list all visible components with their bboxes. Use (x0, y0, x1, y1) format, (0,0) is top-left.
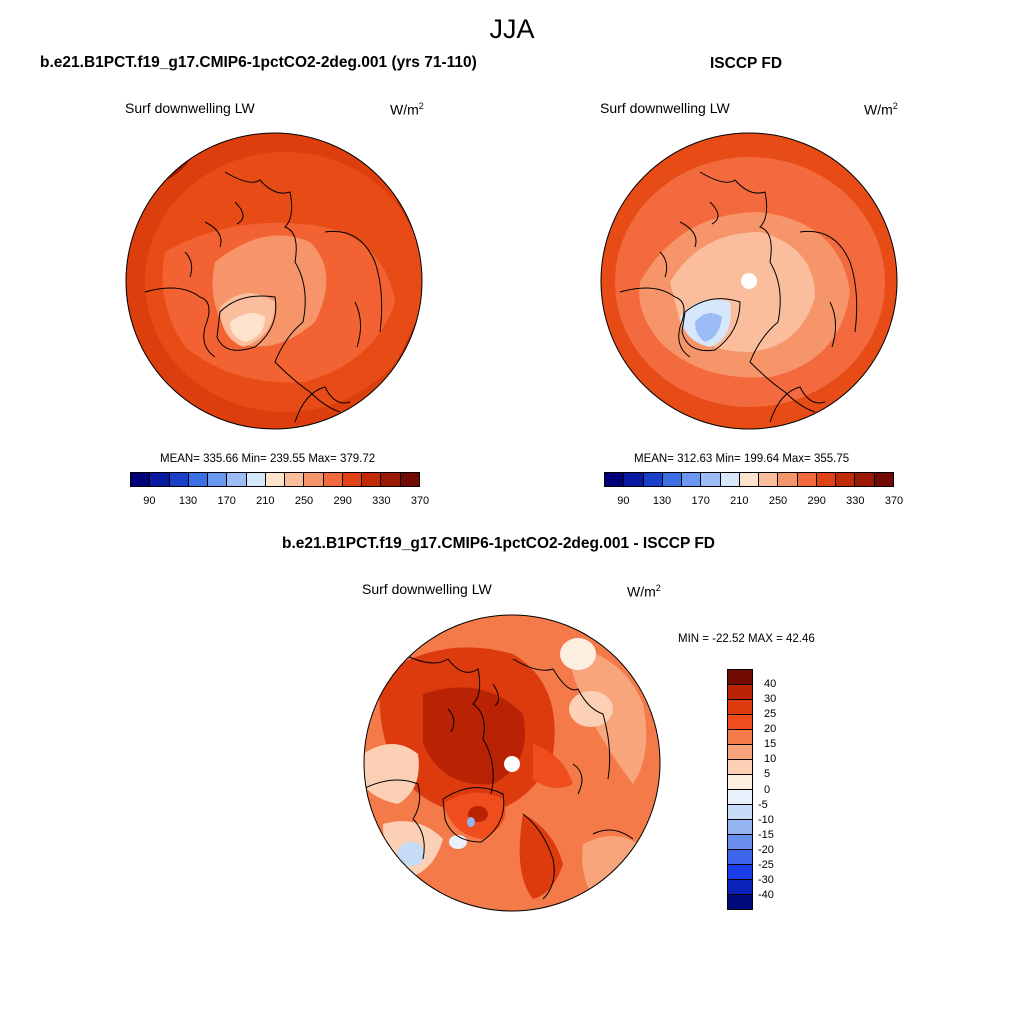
colorbar-tick-label: 20 (764, 723, 777, 736)
colorbar-box (131, 473, 151, 486)
colorbar-box (728, 670, 752, 685)
colorbar-box (400, 473, 419, 486)
colorbar-box (381, 473, 401, 486)
colorbar-box (362, 473, 382, 486)
obs-colorbar (604, 472, 894, 487)
colorbar-tick-label: 0 (764, 783, 771, 796)
colorbar-tick-label: -25 (758, 858, 774, 871)
colorbar-tick-label: 370 (410, 495, 430, 507)
colorbar-tick-label: 130 (652, 495, 672, 507)
model-variable-label: Surf downwelling LW (125, 100, 255, 116)
obs-units-label: W/m2 (864, 101, 898, 118)
season-title: JJA (489, 14, 535, 44)
diff-colorbar (727, 669, 753, 910)
colorbar-box (728, 715, 752, 730)
colorbar-box (874, 473, 893, 486)
colorbar-box (285, 473, 305, 486)
colorbar-box (304, 473, 324, 486)
obs-variable-label: Surf downwelling LW (600, 100, 730, 116)
colorbar-box (728, 805, 752, 820)
colorbar-tick-label: 250 (768, 495, 788, 507)
colorbar-tick-label: 370 (884, 495, 904, 507)
model-units-label: W/m2 (390, 101, 424, 118)
colorbar-box (836, 473, 856, 486)
colorbar-tick-label: 330 (372, 495, 391, 507)
colorbar-tick-label: 40 (764, 678, 777, 691)
colorbar-box (227, 473, 247, 486)
colorbar-tick-label: 250 (294, 495, 314, 507)
colorbar-box (728, 895, 752, 909)
colorbar-tick-label: -15 (758, 828, 774, 841)
colorbar-tick-label: 210 (730, 495, 749, 507)
colorbar-tick-label: 10 (764, 753, 777, 766)
diff-colorbar-ticks: 40 30 25 20 15 10 5 0 -5 -10 -15 -20 -25 -30 -40 (758, 669, 800, 910)
colorbar-box (728, 820, 752, 835)
colorbar-tick-label: 290 (333, 495, 352, 507)
colorbar-tick-label: 30 (764, 693, 777, 706)
colorbar-tick-label: -40 (758, 888, 774, 901)
diff-panel-title: b.e21.B1PCT.f19_g17.CMIP6-1pctCO2-2deg.0… (282, 535, 715, 552)
model-colorbar-ticks: 90 130 170 210 250 290 330 370 (130, 495, 429, 509)
colorbar-tick-label: 330 (846, 495, 865, 507)
colorbar-box (855, 473, 875, 486)
colorbar-box (662, 473, 683, 486)
colorbar-tick-label: 170 (217, 495, 236, 507)
colorbar-box (797, 473, 817, 486)
diff-polar-map (363, 614, 661, 912)
colorbar-tick-label: 25 (764, 708, 777, 721)
diff-stats: MIN = -22.52 MAX = 42.46 (678, 633, 815, 645)
colorbar-box (701, 473, 721, 486)
colorbar-tick-label: 170 (691, 495, 710, 507)
model-stats: MEAN= 335.66 Min= 239.55 Max= 379.72 (160, 453, 376, 465)
colorbar-tick-label: 210 (256, 495, 275, 507)
colorbar-tick-label: 5 (764, 768, 771, 781)
colorbar-tick-label: 290 (807, 495, 826, 507)
colorbar-box (720, 473, 740, 486)
colorbar-box (728, 685, 752, 700)
colorbar-box (728, 730, 752, 745)
model-colorbar (130, 472, 420, 487)
obs-panel-title: ISCCP FD (710, 55, 783, 72)
colorbar-tick-label: 90 (143, 495, 156, 507)
colorbar-box (169, 473, 189, 486)
colorbar-tick-label: 90 (617, 495, 630, 507)
colorbar-box (728, 700, 752, 715)
colorbar-tick-label: 15 (764, 738, 777, 751)
colorbar-box (208, 473, 228, 486)
colorbar-box (778, 473, 798, 486)
colorbar-tick-label: 130 (178, 495, 198, 507)
colorbar-box (728, 850, 752, 865)
diff-variable-label: Surf downwelling LW (362, 581, 492, 597)
colorbar-box (150, 473, 170, 486)
colorbar-box (728, 835, 752, 850)
obs-stats: MEAN= 312.63 Min= 199.64 Max= 355.75 (634, 453, 850, 465)
colorbar-box (816, 473, 837, 486)
obs-colorbar-ticks: 90 130 170 210 250 290 330 370 (604, 495, 903, 509)
colorbar-tick-label: -30 (758, 873, 774, 886)
colorbar-box (728, 790, 752, 805)
colorbar-box (739, 473, 760, 486)
colorbar-tick-label: -5 (758, 798, 768, 811)
colorbar-box (605, 473, 625, 486)
colorbar-box (728, 880, 752, 895)
colorbar-box (342, 473, 363, 486)
colorbar-box (682, 473, 702, 486)
colorbar-box (643, 473, 663, 486)
colorbar-box (759, 473, 779, 486)
colorbar-box (323, 473, 343, 486)
colorbar-box (728, 865, 752, 880)
colorbar-tick-label: -10 (758, 813, 774, 826)
colorbar-tick-label: -20 (758, 843, 774, 856)
colorbar-box (728, 760, 752, 775)
obs-polar-map (600, 132, 898, 430)
model-panel-title: b.e21.B1PCT.f19_g17.CMIP6-1pctCO2-2deg.0… (40, 54, 477, 71)
colorbar-box (265, 473, 286, 486)
colorbar-box (728, 745, 752, 760)
diff-units-label: W/m2 (627, 583, 661, 600)
model-polar-map (125, 132, 423, 430)
colorbar-box (188, 473, 209, 486)
colorbar-box (246, 473, 266, 486)
colorbar-box (728, 775, 752, 790)
colorbar-box (624, 473, 644, 486)
